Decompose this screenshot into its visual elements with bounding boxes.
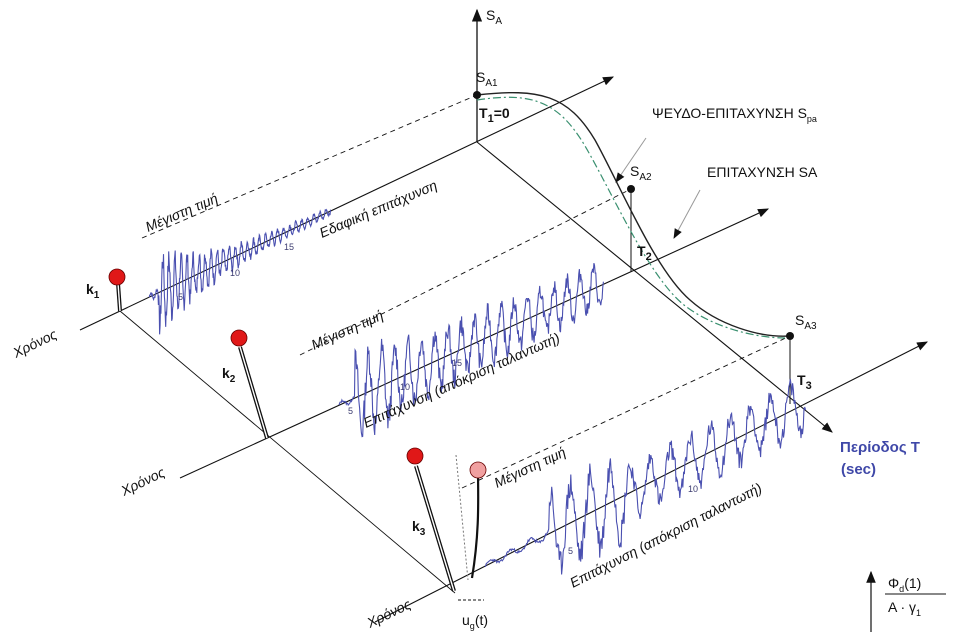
ground-disp-label: ug(t)	[462, 612, 488, 631]
oscillator-2: k2	[222, 329, 269, 439]
oscillator-1: k1	[86, 268, 126, 312]
pseudo-acceleration-label: ΨΕΥΔΟ-ΕΠΙΤΑΧΥΝΣΗ Spa	[652, 105, 817, 124]
formula-denominator: A · γ1	[888, 599, 921, 618]
peak-dash-2	[299, 188, 632, 356]
sa-axis-label: SA	[486, 7, 502, 27]
time-label-2: Χρόνος	[117, 464, 167, 499]
trace1-tick-15: 15	[284, 242, 294, 252]
undeformed-reference-line	[455, 454, 469, 581]
sa2-label: SA2	[630, 163, 652, 183]
response-acceleration-trace-3	[484, 378, 807, 575]
time-label-1: Χρόνος	[9, 326, 59, 361]
pseudo-callout-line	[615, 137, 647, 183]
time-axis-1	[79, 76, 614, 331]
trace3-tick-5: 5	[568, 546, 573, 556]
t1-label: T1=0	[479, 105, 510, 125]
peak-label-3: Μέγιστη τιμή	[492, 444, 569, 491]
trace1-tick-5: 5	[178, 292, 183, 302]
acceleration-spectrum-curve	[476, 91, 791, 337]
peak-dash-3	[461, 335, 791, 489]
accel-callout-line	[673, 189, 701, 239]
response-label-3: Επιτάχυνση (απόκριση ταλαντωτή)	[567, 480, 764, 591]
response-label-2: Επιτάχυνση (απόκριση ταλαντωτή)	[361, 329, 562, 430]
sa3-point	[786, 332, 794, 340]
mass-3	[406, 447, 424, 465]
time-label-3: Χρόνος	[363, 596, 413, 631]
time-axis-2	[179, 208, 770, 479]
acceleration-label: ΕΠΙΤΑΧΥΝΣΗ SA	[707, 164, 818, 180]
period-axis-label: Περίοδος Τ	[840, 439, 920, 456]
peak-label-1: Μέγιστη τιμή	[143, 190, 220, 235]
oscillator-3: k3 ug(t)	[406, 447, 488, 631]
mass-3-displaced	[469, 461, 487, 479]
trace3-tick-10: 10	[688, 484, 698, 494]
trace2-tick-10: 10	[400, 382, 410, 392]
mass-2	[230, 329, 248, 347]
response-acceleration-trace-2	[338, 263, 604, 438]
mode-participation-formula: Φd(1) A · γ1	[866, 570, 946, 632]
t3-label: T3	[797, 372, 812, 392]
pseudo-acceleration-curve	[476, 96, 786, 339]
period-axis	[476, 141, 833, 433]
trace2-tick-5: 5	[348, 406, 353, 416]
k1-label: k1	[86, 281, 100, 301]
sa2-point	[627, 185, 635, 193]
peak-dash-1	[141, 94, 478, 239]
deformed-column	[470, 469, 480, 579]
ground-acceleration-trace	[148, 208, 332, 335]
k3-label: k3	[412, 518, 426, 538]
trace2-tick-15: 15	[452, 358, 462, 368]
oscillator-baseline	[119, 310, 456, 594]
mass-1	[108, 268, 126, 286]
formula-numerator: Φd(1)	[888, 575, 921, 594]
sa1-point	[473, 91, 481, 99]
period-axis-unit: (sec)	[841, 461, 876, 478]
sa3-label: SA3	[795, 312, 817, 332]
time-axis-3	[374, 341, 928, 623]
sa1-label: SA1	[476, 69, 498, 89]
peak-label-2: Μέγιστη τιμή	[309, 307, 386, 353]
trace1-tick-10: 10	[230, 268, 240, 278]
t2-label: T2	[637, 243, 652, 263]
k2-label: k2	[222, 365, 236, 385]
